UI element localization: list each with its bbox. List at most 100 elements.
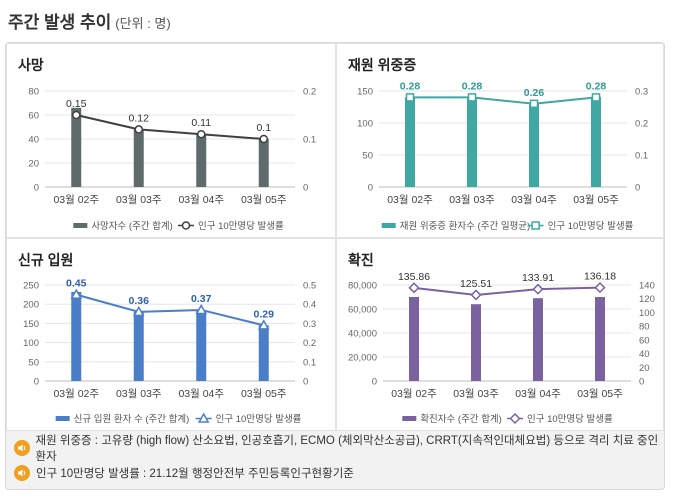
y-tick-label: 150 [23, 319, 39, 330]
bar [258, 139, 269, 187]
rate-line [413, 286, 601, 296]
footnote-text: 인구 10만명당 발생률 : 21.12월 행정안전부 주민등록인구현황기준 [36, 468, 354, 480]
legend: 신규 입원 환자 수 (주간 합계) 인구 10만명당 발생률 [55, 412, 302, 425]
footnote-text: 재원 위중증 : 고유량 (high flow) 산소요법, 인공호흡기, EC… [35, 435, 659, 463]
y2-tick-label: 80 [639, 322, 650, 333]
y-tick-label: 250 [23, 281, 39, 292]
y-tick-label: 80 [28, 87, 39, 98]
bar [196, 134, 207, 187]
x-tick-label: 03월 04주 [178, 388, 224, 400]
rate-marker [72, 110, 81, 120]
x-tick-label: 03월 03주 [449, 194, 495, 206]
y2-tick-label: 0.1 [303, 357, 316, 368]
chart-title: 재원 위중증 [348, 57, 417, 73]
y-tick-label: 50 [28, 357, 39, 368]
y2-tick-label: 0.5 [303, 281, 316, 292]
rate-marker [529, 99, 539, 109]
y-tick-label: 0 [34, 183, 39, 194]
data-label: 0.45 [66, 278, 87, 290]
y-tick-label: 60,000 [348, 305, 377, 316]
y-tick-label: 150 [357, 87, 373, 98]
y2-tick-label: 0 [639, 377, 644, 388]
y2-tick-label: 0 [303, 377, 308, 388]
y2-tick-label: 0 [303, 183, 308, 194]
rate-marker [259, 134, 268, 144]
bar [71, 291, 82, 381]
y-tick-label: 0 [372, 377, 377, 388]
y2-tick-label: 40 [639, 349, 650, 360]
rate-marker [132, 305, 145, 317]
y-tick-label: 50 [362, 151, 373, 162]
bar [133, 311, 144, 381]
legend-marker [181, 221, 191, 230]
chart-card-confirmed: 확진 0 20,000 40,000 60,000 80,000 0 20 40 60 80 100… [336, 238, 664, 431]
footnote-rate-basis: 인구 10만명당 발생률 : 21.12월 행정안전부 주민등록인구현황기준 [14, 462, 354, 484]
rate-marker [467, 93, 477, 102]
bar [467, 97, 477, 187]
x-tick-label: 03월 04주 [515, 388, 561, 400]
y2-tick-label: 100 [639, 308, 655, 319]
data-label: 0.28 [462, 80, 483, 92]
y-tick-label: 40,000 [348, 329, 377, 340]
y2-tick-label: 140 [639, 281, 655, 292]
chart-svg: 0 20 40 60 80 0 0.1 0.2 03월 02주 03월 03주 03월 04주 03월… [28, 87, 316, 233]
y2-tick-label: 0.1 [303, 135, 316, 146]
legend-marker [197, 412, 210, 423]
legend: 사망자수 (주간 합계) 인구 10만명당 발생률 [73, 220, 284, 232]
data-label: 136.18 [584, 271, 616, 283]
bar [533, 298, 543, 381]
speaker-icon [14, 465, 30, 481]
x-tick-label: 03월 03주 [116, 194, 162, 206]
legend-label: 사망자수 (주간 합계) [91, 220, 173, 232]
rate-marker [197, 129, 206, 139]
unit-label: (단위 : 명) [115, 16, 171, 31]
y2-tick-label: 0.3 [635, 87, 648, 98]
bar [529, 103, 539, 187]
chart-card-severe: 재원 위중증 0 50 100 150 0 0.1 0.2 0.3 03월 02주 03월 03주… [336, 43, 664, 238]
y2-tick-label: 60 [639, 335, 650, 346]
y2-tick-label: 0.2 [635, 119, 648, 130]
y-tick-label: 0 [368, 183, 373, 194]
rate-marker [257, 319, 270, 330]
y-tick-label: 200 [23, 300, 39, 311]
data-label: 0.36 [129, 295, 150, 307]
y-tick-label: 20 [28, 159, 39, 170]
y-tick-label: 40 [28, 135, 39, 146]
x-tick-label: 03월 03주 [453, 388, 499, 400]
legend-label: 인구 10만명당 발생률 [527, 414, 613, 425]
bar [258, 325, 269, 381]
x-tick-label: 03월 02주 [391, 388, 437, 400]
chart-svg: 0 20,000 40,000 60,000 80,000 0 20 40 60 80 100 120… [348, 271, 655, 425]
rate-marker [470, 289, 482, 301]
chart-svg: 0 50 100 150 0 0.1 0.2 0.3 03월 02주 03월 03주 03월 04주… [357, 80, 648, 232]
rate-marker [408, 282, 420, 294]
bar [405, 97, 415, 187]
data-label: 0.28 [586, 80, 607, 92]
legend-label: 인구 10만명당 발생률 [548, 221, 634, 232]
footnotes: 재원 위중증 : 고유량 (high flow) 산소요법, 인공호흡기, EC… [8, 433, 663, 487]
data-label: 0.37 [191, 293, 212, 305]
data-label: 133.91 [522, 272, 554, 284]
legend-swatch-bar [381, 223, 396, 228]
legend-swatch-bar [73, 223, 88, 228]
rate-line [76, 114, 264, 140]
rate-marker [134, 125, 143, 134]
page-title: 주간 발생 추이 (단위 : 명) [8, 8, 171, 33]
y-tick-label: 80,000 [348, 281, 377, 292]
legend-marker [509, 412, 521, 425]
rate-marker [195, 303, 208, 315]
y-tick-label: 100 [23, 338, 39, 349]
bar [71, 107, 82, 187]
legend: 재원 위중증 환자수 (주간 일평균) 인구 10만명당 발생률 [381, 220, 634, 232]
footnote-severe-definition: 재원 위중증 : 고유량 (high flow) 산소요법, 인공호흡기, EC… [14, 435, 663, 463]
legend-label: 인구 10만명당 발생률 [198, 221, 284, 232]
x-tick-label: 03월 05주 [573, 194, 619, 206]
y-tick-label: 0 [34, 377, 39, 388]
x-tick-label: 03월 04주 [511, 194, 557, 206]
data-label: 0.1 [256, 122, 271, 134]
x-tick-label: 03월 05주 [241, 194, 287, 206]
y-tick-label: 20,000 [348, 353, 377, 364]
rate-marker [405, 93, 415, 102]
rate-line [75, 293, 264, 327]
bar [133, 129, 144, 187]
